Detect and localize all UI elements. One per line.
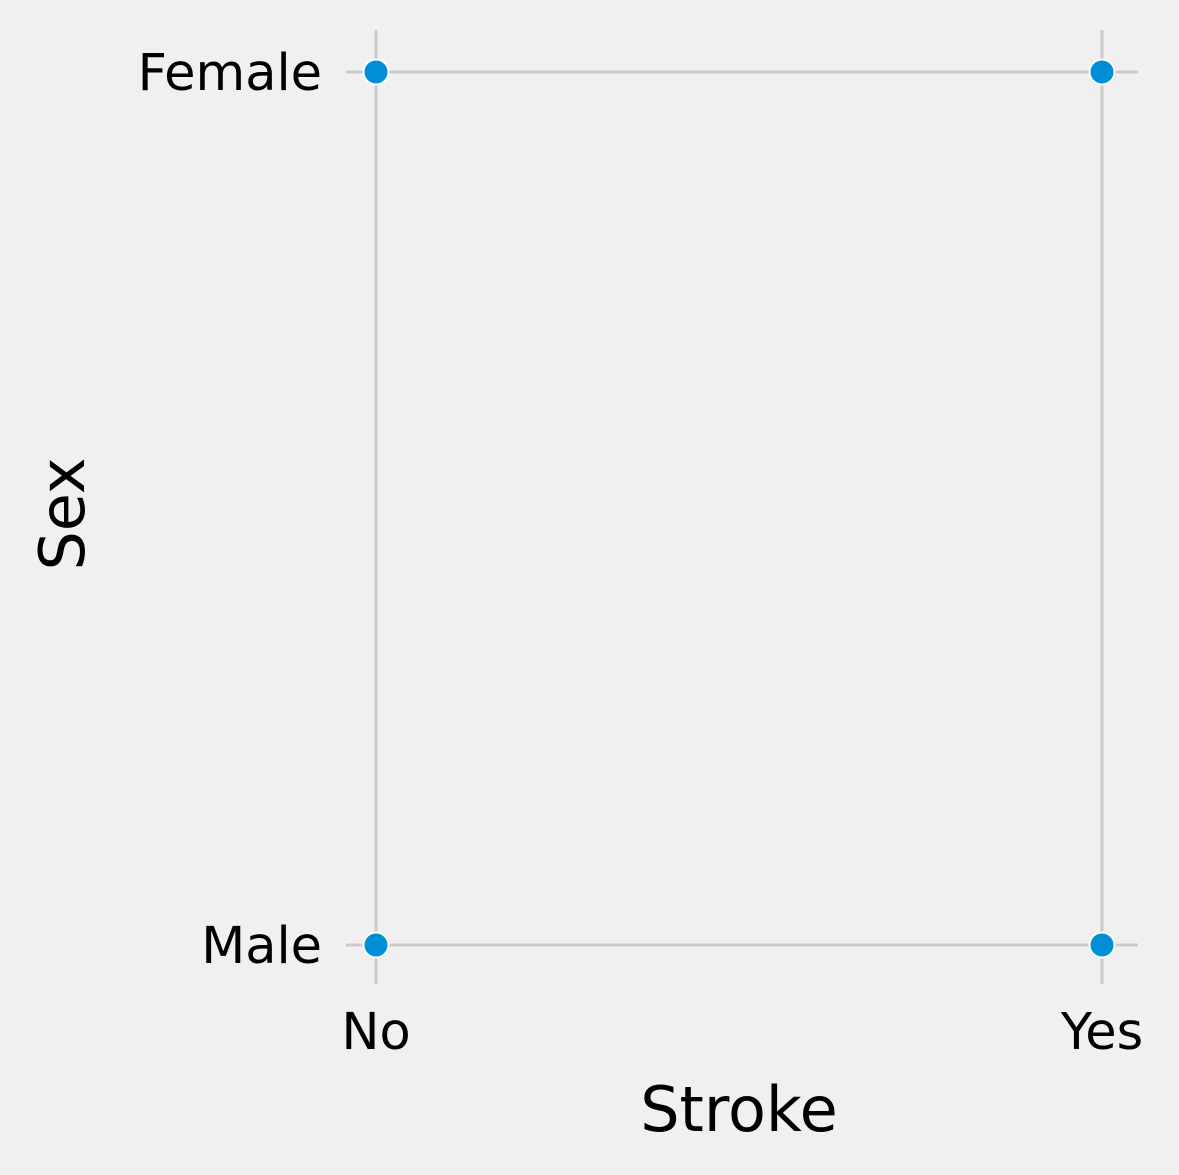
tick-labels: No Yes Male Female [138,44,1144,1062]
x-tick-label-no: No [341,1003,410,1062]
data-points [362,58,1116,959]
grid-lines [346,30,1138,984]
y-tick-label-male: Male [201,917,322,976]
y-axis-label: Sex [26,457,99,570]
data-point-yes-female [1088,58,1116,86]
data-point-no-male [362,931,390,959]
y-tick-label-female: Female [138,44,322,103]
data-point-yes-male [1088,931,1116,959]
data-point-no-female [362,58,390,86]
x-tick-label-yes: Yes [1060,1003,1143,1062]
x-axis-label: Stroke [640,1073,838,1146]
